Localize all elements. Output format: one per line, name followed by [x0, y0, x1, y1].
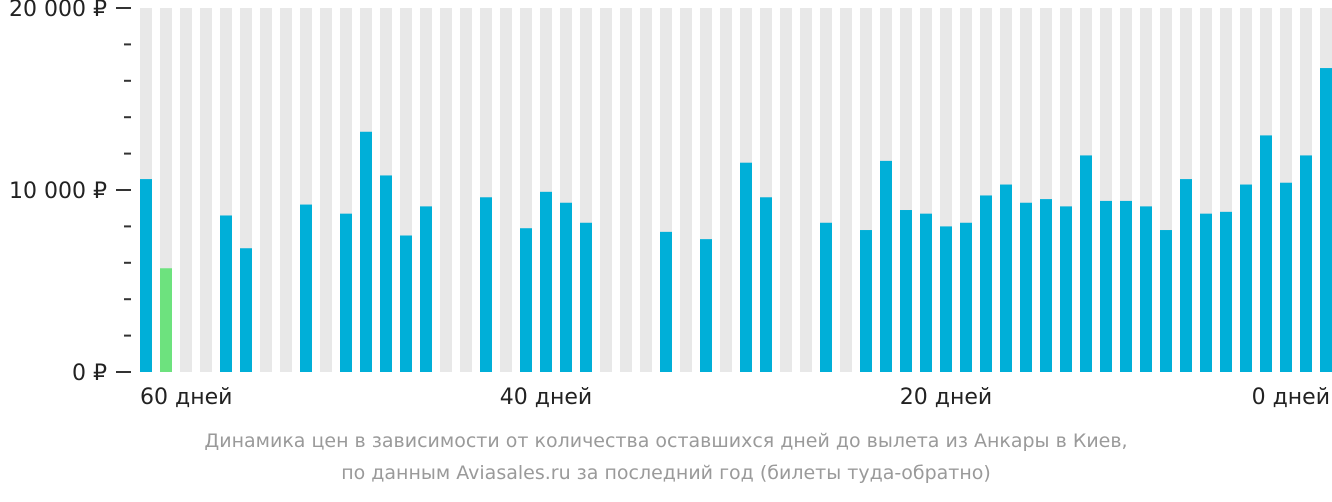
bg-column-day-57 — [200, 8, 212, 372]
x-axis: 60 дней 40 дней 20 дней 0 дней — [140, 385, 1330, 410]
price-bar-day-40[interactable] — [540, 191, 552, 372]
price-bar-day-39[interactable] — [560, 202, 572, 372]
bg-column-day-27 — [800, 8, 812, 372]
price-bar-day-17[interactable] — [1000, 184, 1012, 372]
price-bar-day-10[interactable] — [1140, 206, 1152, 372]
bg-column-day-58 — [180, 8, 192, 372]
bg-column-day-53 — [280, 8, 292, 372]
price-chart: 20 000 ₽ 10 000 ₽ 0 ₽ 60 дней 40 дней 20 дне… — [9, 0, 1332, 410]
bg-column-day-44 — [460, 8, 472, 372]
price-bar-day-46[interactable] — [420, 206, 432, 372]
y-axis: 20 000 ₽ 10 000 ₽ 0 ₽ — [9, 0, 131, 386]
price-bar-day-49[interactable] — [360, 131, 372, 372]
price-bars — [140, 68, 1332, 372]
x-tick-label: 20 дней — [900, 385, 992, 410]
x-tick-label: 40 дней — [500, 385, 592, 410]
price-bar-day-60[interactable] — [140, 179, 152, 372]
bg-column-day-31 — [720, 8, 732, 372]
price-bar-day-29[interactable] — [760, 197, 772, 372]
price-bar-day-15[interactable] — [1040, 199, 1052, 372]
price-bar-day-23[interactable] — [880, 160, 892, 372]
price-bar-day-26[interactable] — [820, 222, 832, 372]
price-bar-day-13[interactable] — [1080, 155, 1092, 372]
price-bar-day-41[interactable] — [520, 228, 532, 372]
price-bar-day-5[interactable] — [1240, 184, 1252, 372]
price-bar-day-20[interactable] — [940, 226, 952, 372]
price-bar-day-21[interactable] — [920, 213, 932, 372]
price-bar-day-55[interactable] — [240, 248, 252, 372]
x-tick-label: 60 дней — [140, 385, 232, 410]
y-tick-label: 0 ₽ — [72, 361, 107, 386]
price-bar-day-18[interactable] — [980, 195, 992, 372]
price-bar-day-9[interactable] — [1160, 230, 1172, 372]
price-bar-day-6[interactable] — [1220, 211, 1232, 372]
y-tick-label: 10 000 ₽ — [9, 179, 107, 204]
price-bar-day-34[interactable] — [660, 231, 672, 372]
price-bar-day-8[interactable] — [1180, 179, 1192, 372]
bg-column-day-28 — [780, 8, 792, 372]
caption-line-2: по данным Aviasales.ru за последний год … — [341, 462, 991, 484]
price-bar-day-14[interactable] — [1060, 206, 1072, 372]
bg-column-day-25 — [840, 8, 852, 372]
bg-column-day-33 — [680, 8, 692, 372]
price-bar-day-19[interactable] — [960, 222, 972, 372]
price-bar-day-50[interactable] — [340, 213, 352, 372]
price-bar-day-52[interactable] — [300, 204, 312, 372]
x-tick-label: 0 дней — [1252, 385, 1330, 410]
bg-column-day-51 — [320, 8, 332, 372]
bg-column-day-37 — [600, 8, 612, 372]
price-bar-day-4[interactable] — [1260, 135, 1272, 372]
price-bar-day-59[interactable] — [160, 268, 172, 372]
background-columns — [140, 8, 1332, 372]
price-bar-day-56[interactable] — [220, 215, 232, 372]
price-bar-day-30[interactable] — [740, 162, 752, 372]
price-bar-day-2[interactable] — [1300, 155, 1312, 372]
price-bar-day-22[interactable] — [900, 210, 912, 372]
price-bar-day-3[interactable] — [1280, 182, 1292, 372]
bg-column-day-42 — [500, 8, 512, 372]
bg-column-day-45 — [440, 8, 452, 372]
price-bar-day-32[interactable] — [700, 239, 712, 372]
bg-column-day-36 — [620, 8, 632, 372]
price-bar-day-24[interactable] — [860, 230, 872, 372]
bg-column-day-35 — [640, 8, 652, 372]
caption-line-1: Динамика цен в зависимости от количества… — [204, 430, 1128, 452]
price-bar-day-48[interactable] — [380, 175, 392, 372]
price-bar-day-11[interactable] — [1120, 200, 1132, 372]
price-bar-day-7[interactable] — [1200, 213, 1212, 372]
price-bar-day-38[interactable] — [580, 222, 592, 372]
price-bar-day-12[interactable] — [1100, 200, 1112, 372]
price-bar-day-16[interactable] — [1020, 202, 1032, 372]
price-bar-day-1[interactable] — [1320, 68, 1332, 372]
y-tick-label: 20 000 ₽ — [9, 0, 107, 22]
price-bar-day-43[interactable] — [480, 197, 492, 372]
bg-column-day-54 — [260, 8, 272, 372]
price-bar-day-47[interactable] — [400, 235, 412, 373]
